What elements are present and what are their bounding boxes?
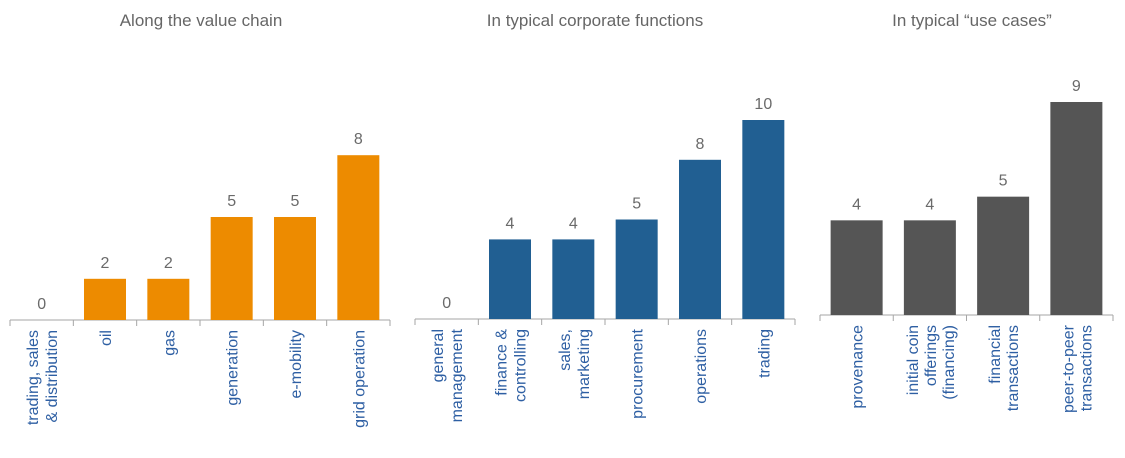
bar [616,220,658,320]
data-label: 4 [925,196,934,213]
x-tick-label: finance & controlling [494,329,530,402]
data-label: 5 [291,193,300,210]
x-tick-label: trading [756,329,773,378]
data-label: 9 [1072,78,1081,95]
bar [831,220,883,315]
data-label: 5 [999,173,1008,190]
x-tick-label: financial transactions [987,325,1022,411]
x-tick-label-line: & distribution [44,330,61,423]
data-label: 4 [506,215,515,232]
data-label: 5 [632,196,641,213]
x-tick-label-line: general [430,329,447,382]
bar [1050,102,1102,315]
x-tick-label-line: marketing [576,329,593,399]
x-tick-label: oil [98,330,115,346]
bar [977,197,1029,315]
x-tick-label-line: procurement [630,328,647,418]
x-tick-label: procurement [630,328,647,418]
x-tick-label-line: gas [161,330,178,356]
x-tick-label-line: transactions [1005,325,1022,411]
x-tick-label-line: sales, [557,329,574,371]
x-tick-label-line: grid operation [351,330,368,428]
x-tick-label-line: generation [225,330,242,406]
x-tick-label: peer-to-peer transactions [1060,324,1095,413]
data-label: 0 [442,295,451,312]
data-label: 2 [164,255,173,272]
x-tick-label: trading, sales & distribution [25,330,61,425]
x-tick-label: grid operation [351,330,368,428]
bar [742,120,784,319]
chart-title: Along the value chain [120,11,283,30]
chart-title: In typical “use cases” [892,11,1052,30]
x-tick-label: operations [693,329,710,404]
data-label: 5 [227,193,236,210]
bar [211,217,253,320]
bar [904,220,956,315]
x-tick-label-line: management [449,328,466,422]
x-tick-label-line: (financing) [941,325,958,400]
x-tick-label: initial coin offerings (financing) [905,325,958,400]
x-tick-label-line: peer-to-peer [1060,324,1077,413]
data-label: 2 [101,255,110,272]
data-label: 8 [354,131,363,148]
data-label: 0 [37,296,46,313]
x-tick-label-line: controlling [513,329,530,402]
x-tick-label-line: oil [98,330,115,346]
data-label: 10 [754,96,772,113]
x-tick-label: e-mobility [288,330,305,398]
x-tick-label-line: trading [756,329,773,378]
x-tick-label-line: operations [693,329,710,404]
x-tick-label: gas [161,330,178,356]
bar [84,279,126,320]
bar [147,279,189,320]
chart-panel-1: Along the value chain 0 trading, sales & di… [10,11,390,428]
data-label: 4 [852,196,861,213]
x-tick-label: general management [430,328,466,422]
data-label: 8 [696,136,705,153]
x-tick-label: provenance [850,325,867,409]
bar [489,239,531,319]
x-tick-label-line: e-mobility [288,330,305,398]
x-tick-label-line: finance & [494,329,511,396]
x-tick-label: sales, marketing [557,329,593,399]
data-label: 4 [569,215,578,232]
bar [552,239,594,319]
x-tick-label-line: provenance [850,325,867,409]
chart-title: In typical corporate functions [487,11,703,30]
bar [274,217,316,320]
bar [679,160,721,319]
x-tick-label-line: offerings [923,325,940,386]
chart-panel-3: In typical “use cases” 4 provenance 4 initia… [820,11,1113,413]
x-tick-label-line: trading, sales [25,330,42,425]
x-tick-label: generation [225,330,242,406]
x-tick-label-line: transactions [1078,325,1095,411]
bar [337,155,379,320]
x-tick-label-line: financial [987,325,1004,384]
x-tick-label-line: initial coin [905,325,922,395]
